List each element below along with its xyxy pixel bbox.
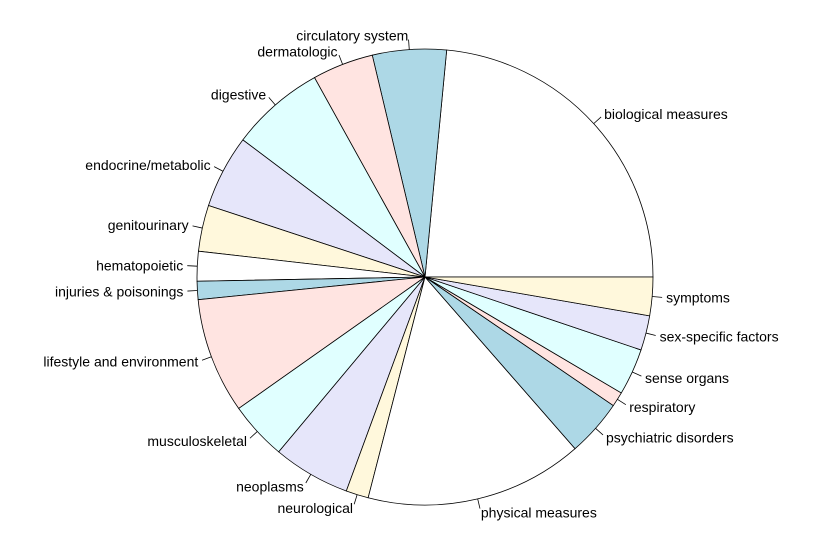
pie-label-endocrine-metabolic: endocrine/metabolic <box>85 157 210 173</box>
pie-tick-psychiatric-disorders <box>595 428 604 436</box>
pie-label-psychiatric-disorders: psychiatric disorders <box>606 430 734 446</box>
pie-label-digestive: digestive <box>211 86 266 102</box>
pie-label-dermatologic: dermatologic <box>257 43 337 59</box>
pie-tick-digestive <box>268 97 276 106</box>
pie-label-symptoms: symptoms <box>666 290 730 306</box>
pie-tick-genitourinary <box>192 225 203 229</box>
pie-tick-injuries-and-poisonings <box>187 290 198 292</box>
pie-tick-neoplasms <box>305 474 312 484</box>
pie-label-lifestyle-and-environment: lifestyle and environment <box>43 354 198 370</box>
pie-tick-sex-specific-factors <box>645 332 656 336</box>
pie-label-injuries-and-poisonings: injuries & poisonings <box>55 283 183 299</box>
pie-tick-endocrine-metabolic <box>213 166 224 172</box>
pie-tick-lifestyle-and-environment <box>201 356 212 361</box>
pie-tick-symptoms <box>652 296 663 298</box>
pie-label-sex-specific-factors: sex-specific factors <box>660 329 779 345</box>
pie-slice-biological-measures <box>424 49 654 278</box>
pie-label-neurological: neurological <box>277 500 353 516</box>
pie-label-physical-measures: physical measures <box>481 504 597 520</box>
pie-tick-circulatory-system <box>408 39 410 50</box>
pie-label-circulatory-system: circulatory system <box>296 28 408 44</box>
pie-label-neoplasms: neoplasms <box>236 478 304 494</box>
pie-label-hematopoietic: hematopoietic <box>96 258 183 274</box>
pie-label-musculoskeletal: musculoskeletal <box>147 433 247 449</box>
pie-tick-physical-measures <box>477 498 481 509</box>
pie-tick-dermatologic <box>338 54 343 65</box>
pie-tick-biological-measures <box>593 116 602 124</box>
pie-tick-sense-organs <box>632 371 642 377</box>
pie-label-biological-measures: biological measures <box>604 106 728 122</box>
pie-label-respiratory: respiratory <box>629 399 695 415</box>
pie-slice-lifestyle-and-environment <box>197 276 427 410</box>
pie-tick-musculoskeletal <box>249 431 258 439</box>
pie-tick-neurological <box>353 494 358 505</box>
pie-label-sense-organs: sense organs <box>645 370 729 386</box>
pie-label-genitourinary: genitourinary <box>108 217 189 233</box>
pie-tick-respiratory <box>617 398 627 406</box>
